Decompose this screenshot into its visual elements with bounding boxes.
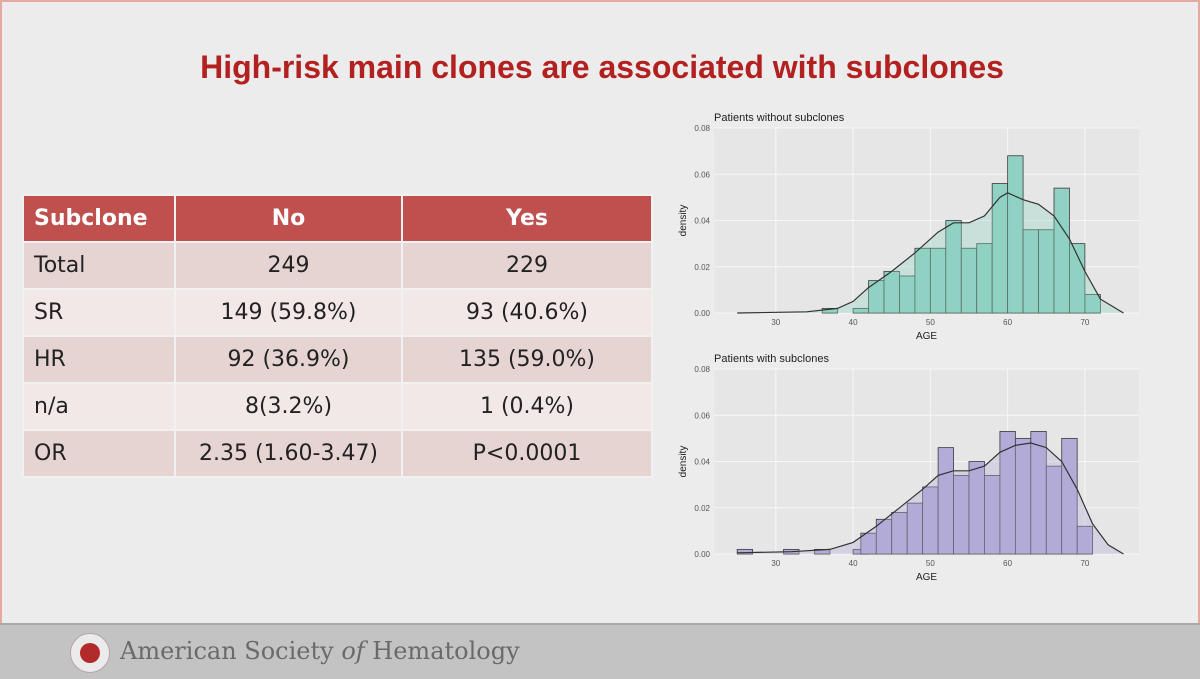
- y-tick-label: 0.00: [694, 550, 710, 559]
- ash-logo-icon: [70, 633, 110, 673]
- footer-bar: American Society of Hematology: [0, 623, 1200, 679]
- y-axis-label: density: [678, 446, 689, 478]
- table-cell: 92 (36.9%): [174, 335, 403, 384]
- histogram-with-subclones: Patients with subclones 30 40 50 60 70 0.00 0.0…: [678, 353, 1139, 583]
- table-header-row: Subclone No Yes: [22, 194, 653, 243]
- density-curve: [737, 192, 1124, 314]
- density-area: [737, 192, 1124, 313]
- x-tick-label: 40: [849, 559, 858, 568]
- histogram-bar: [736, 548, 754, 555]
- x-tick-label: 70: [1080, 318, 1089, 327]
- table-cell: SR: [22, 288, 176, 337]
- table-row: n/a 8(3.2%) 1 (0.4%): [22, 382, 653, 431]
- table-header-cell: Subclone: [22, 194, 176, 243]
- histogram-without-subclones: Patients without subclones 30 40 50 60 70 0.00…: [678, 112, 1139, 342]
- x-tick-label: 50: [926, 559, 935, 568]
- density-area: [737, 443, 1124, 554]
- subclone-table: Subclone No Yes Total 249 229 SR 149 (59…: [22, 194, 653, 478]
- slide-title: High-risk main clones are associated wit…: [200, 49, 1004, 85]
- organization-name: American Society of Hematology: [120, 637, 520, 665]
- y-tick-label: 0.04: [694, 458, 710, 467]
- x-tick-label: 60: [1003, 559, 1012, 568]
- x-tick-label: 30: [771, 318, 780, 327]
- table-cell: 135 (59.0%): [401, 335, 653, 384]
- x-tick-label: 30: [771, 559, 780, 568]
- table-cell: 229: [401, 241, 653, 290]
- table-cell: 1 (0.4%): [401, 382, 653, 431]
- table-row: Total 249 229: [22, 241, 653, 290]
- table-cell: 149 (59.8%): [174, 288, 403, 337]
- y-tick-label: 0.02: [694, 263, 710, 272]
- table-cell: 2.35 (1.60-3.47): [174, 429, 403, 478]
- y-tick-label: 0.06: [694, 411, 710, 420]
- y-axis-label: density: [678, 205, 689, 237]
- table-header-cell: No: [174, 194, 403, 243]
- y-tick-label: 0.00: [694, 309, 710, 318]
- table-row: OR 2.35 (1.60-3.47) P<0.0001: [22, 429, 653, 478]
- histogram-bar: [1076, 525, 1094, 555]
- table-cell: OR: [22, 429, 176, 478]
- y-tick-label: 0.06: [694, 170, 710, 179]
- y-tick-label: 0.04: [694, 217, 710, 226]
- x-tick-label: 50: [926, 318, 935, 327]
- x-axis-label: AGE: [916, 572, 937, 583]
- chart-title: Patients with subclones: [714, 353, 829, 365]
- table-header-cell: Yes: [401, 194, 653, 243]
- chart-title: Patients without subclones: [714, 112, 845, 124]
- density-curve: [737, 442, 1124, 555]
- x-axis-label: AGE: [916, 331, 937, 342]
- x-tick-label: 60: [1003, 318, 1012, 327]
- histogram-bar: [1069, 243, 1086, 314]
- y-tick-label: 0.02: [694, 504, 710, 513]
- y-tick-label: 0.08: [694, 124, 710, 133]
- table-row: HR 92 (36.9%) 135 (59.0%): [22, 335, 653, 384]
- table-row: SR 149 (59.8%) 93 (40.6%): [22, 288, 653, 337]
- histogram-bar: [1084, 294, 1101, 314]
- table-cell: HR: [22, 335, 176, 384]
- y-tick-label: 0.08: [694, 365, 710, 374]
- table-cell: 8(3.2%): [174, 382, 403, 431]
- table-cell: n/a: [22, 382, 176, 431]
- table-cell: 93 (40.6%): [401, 288, 653, 337]
- table-cell: Total: [22, 241, 176, 290]
- table-cell: 249: [174, 241, 403, 290]
- table-cell: P<0.0001: [401, 429, 653, 478]
- x-tick-label: 70: [1080, 559, 1089, 568]
- x-tick-label: 40: [849, 318, 858, 327]
